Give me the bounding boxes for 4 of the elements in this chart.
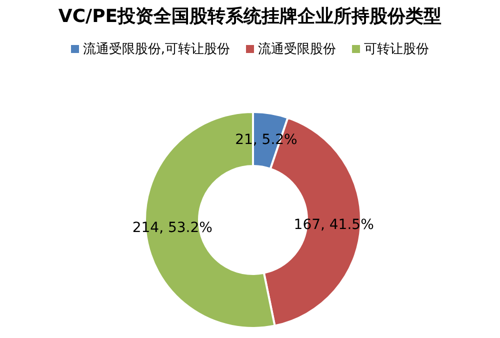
chart-title: VC/PE投资全国股转系统挂牌企业所持股份类型 — [57, 5, 443, 28]
legend-label: 流通受限股份,可转让股份 — [82, 41, 230, 58]
legend-label: 可转让股份 — [364, 41, 430, 58]
legend-label: 流通受限股份 — [258, 41, 336, 58]
